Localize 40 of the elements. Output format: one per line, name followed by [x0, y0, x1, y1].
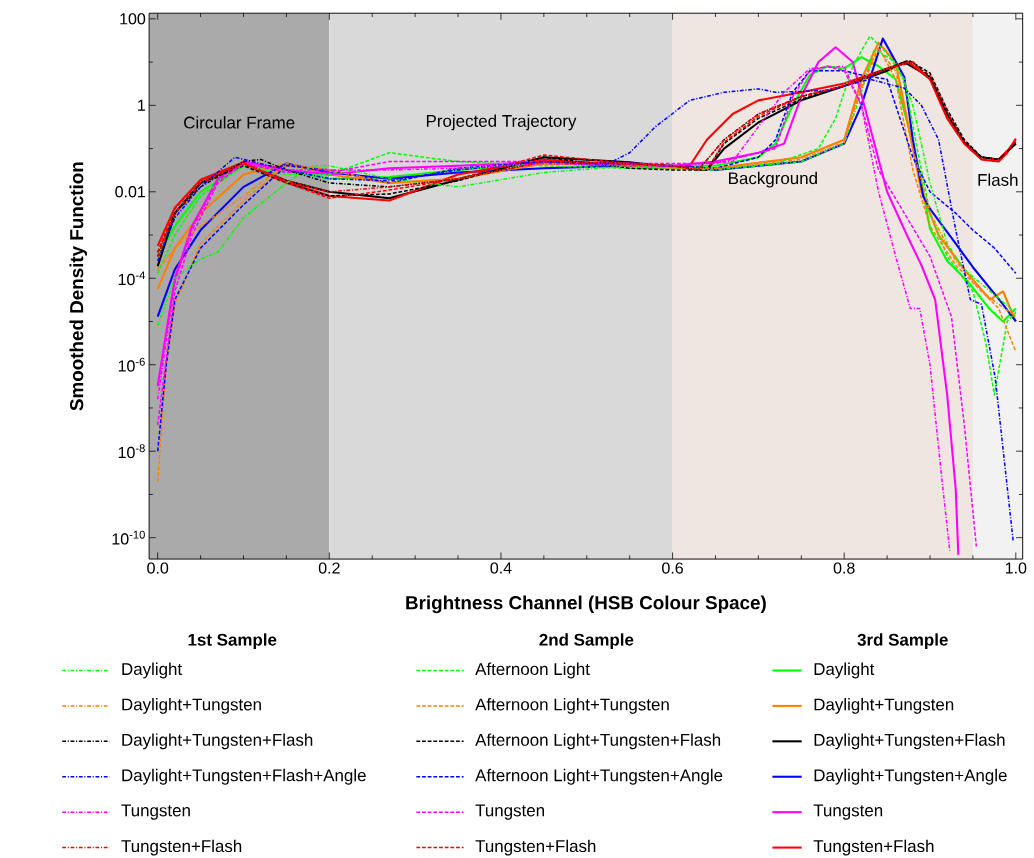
legend-label: Tungsten+Flash	[475, 839, 596, 856]
legend-label: Afternoon Light+Tungsten+Flash	[475, 733, 721, 749]
legend-label: Daylight	[814, 662, 875, 679]
legend-label: Daylight+Tungsten+Angle	[814, 768, 1007, 785]
x-tick-label: 1.0	[1005, 562, 1027, 574]
text: 3rd Sample	[857, 633, 948, 649]
legend-label: Afternoon Light	[475, 662, 590, 679]
legend-label: Daylight+Tungsten+Flash+Angle	[122, 768, 366, 785]
x-tick-label: 0.6	[662, 562, 683, 574]
legend-label: Daylight+Tungsten	[122, 697, 261, 714]
legend-label: Tungsten	[121, 804, 190, 820]
band-label: Flash	[978, 173, 1018, 186]
legend-label: Afternoon Light+Tungsten+Angle	[475, 768, 723, 785]
text: 2nd Sample	[539, 633, 634, 649]
legend-label: Daylight+Tungsten+Flash	[122, 733, 313, 749]
legend-label: Tungsten+Flash	[813, 839, 934, 856]
x-tick-label: 0.8	[833, 562, 855, 574]
y-tick-label: 100	[120, 12, 146, 25]
y-tick-label: 10$^{-10}$	[112, 530, 145, 545]
y-tick-label: 10$^{-4}$	[118, 271, 145, 285]
text: 1st Sample	[188, 633, 277, 649]
y-tick-label: 10$^{-8}$	[118, 444, 145, 458]
legend-label: Daylight+Tungsten	[814, 697, 954, 714]
band-label: Background	[729, 171, 817, 188]
x-tick-label: 0.0	[147, 562, 169, 574]
legend-label: Daylight	[122, 662, 183, 679]
y-axis-title: Smoothed Density Function	[69, 162, 88, 411]
legend-label: Tungsten	[475, 804, 544, 820]
legend-label: Afternoon Light+Tungsten	[475, 697, 669, 714]
y-tick-label: 10$^{-6}$	[118, 357, 145, 372]
legend-label: Daylight+Tungsten+Flash	[814, 733, 1005, 749]
y-tick-label: 0.01	[115, 185, 146, 198]
band-label: Projected Trajectory	[426, 114, 577, 131]
band-label: Circular Frame	[184, 115, 295, 129]
legend-label: Tungsten	[813, 804, 883, 820]
x-tick-label: 0.2	[318, 562, 340, 574]
y-tick-label: 1	[138, 99, 146, 111]
x-tick-label: 0.4	[490, 562, 512, 574]
x-axis-title: Brightness Channel (HSB Colour Space)	[406, 595, 766, 613]
legend-label: Tungsten+Flash	[121, 839, 242, 856]
